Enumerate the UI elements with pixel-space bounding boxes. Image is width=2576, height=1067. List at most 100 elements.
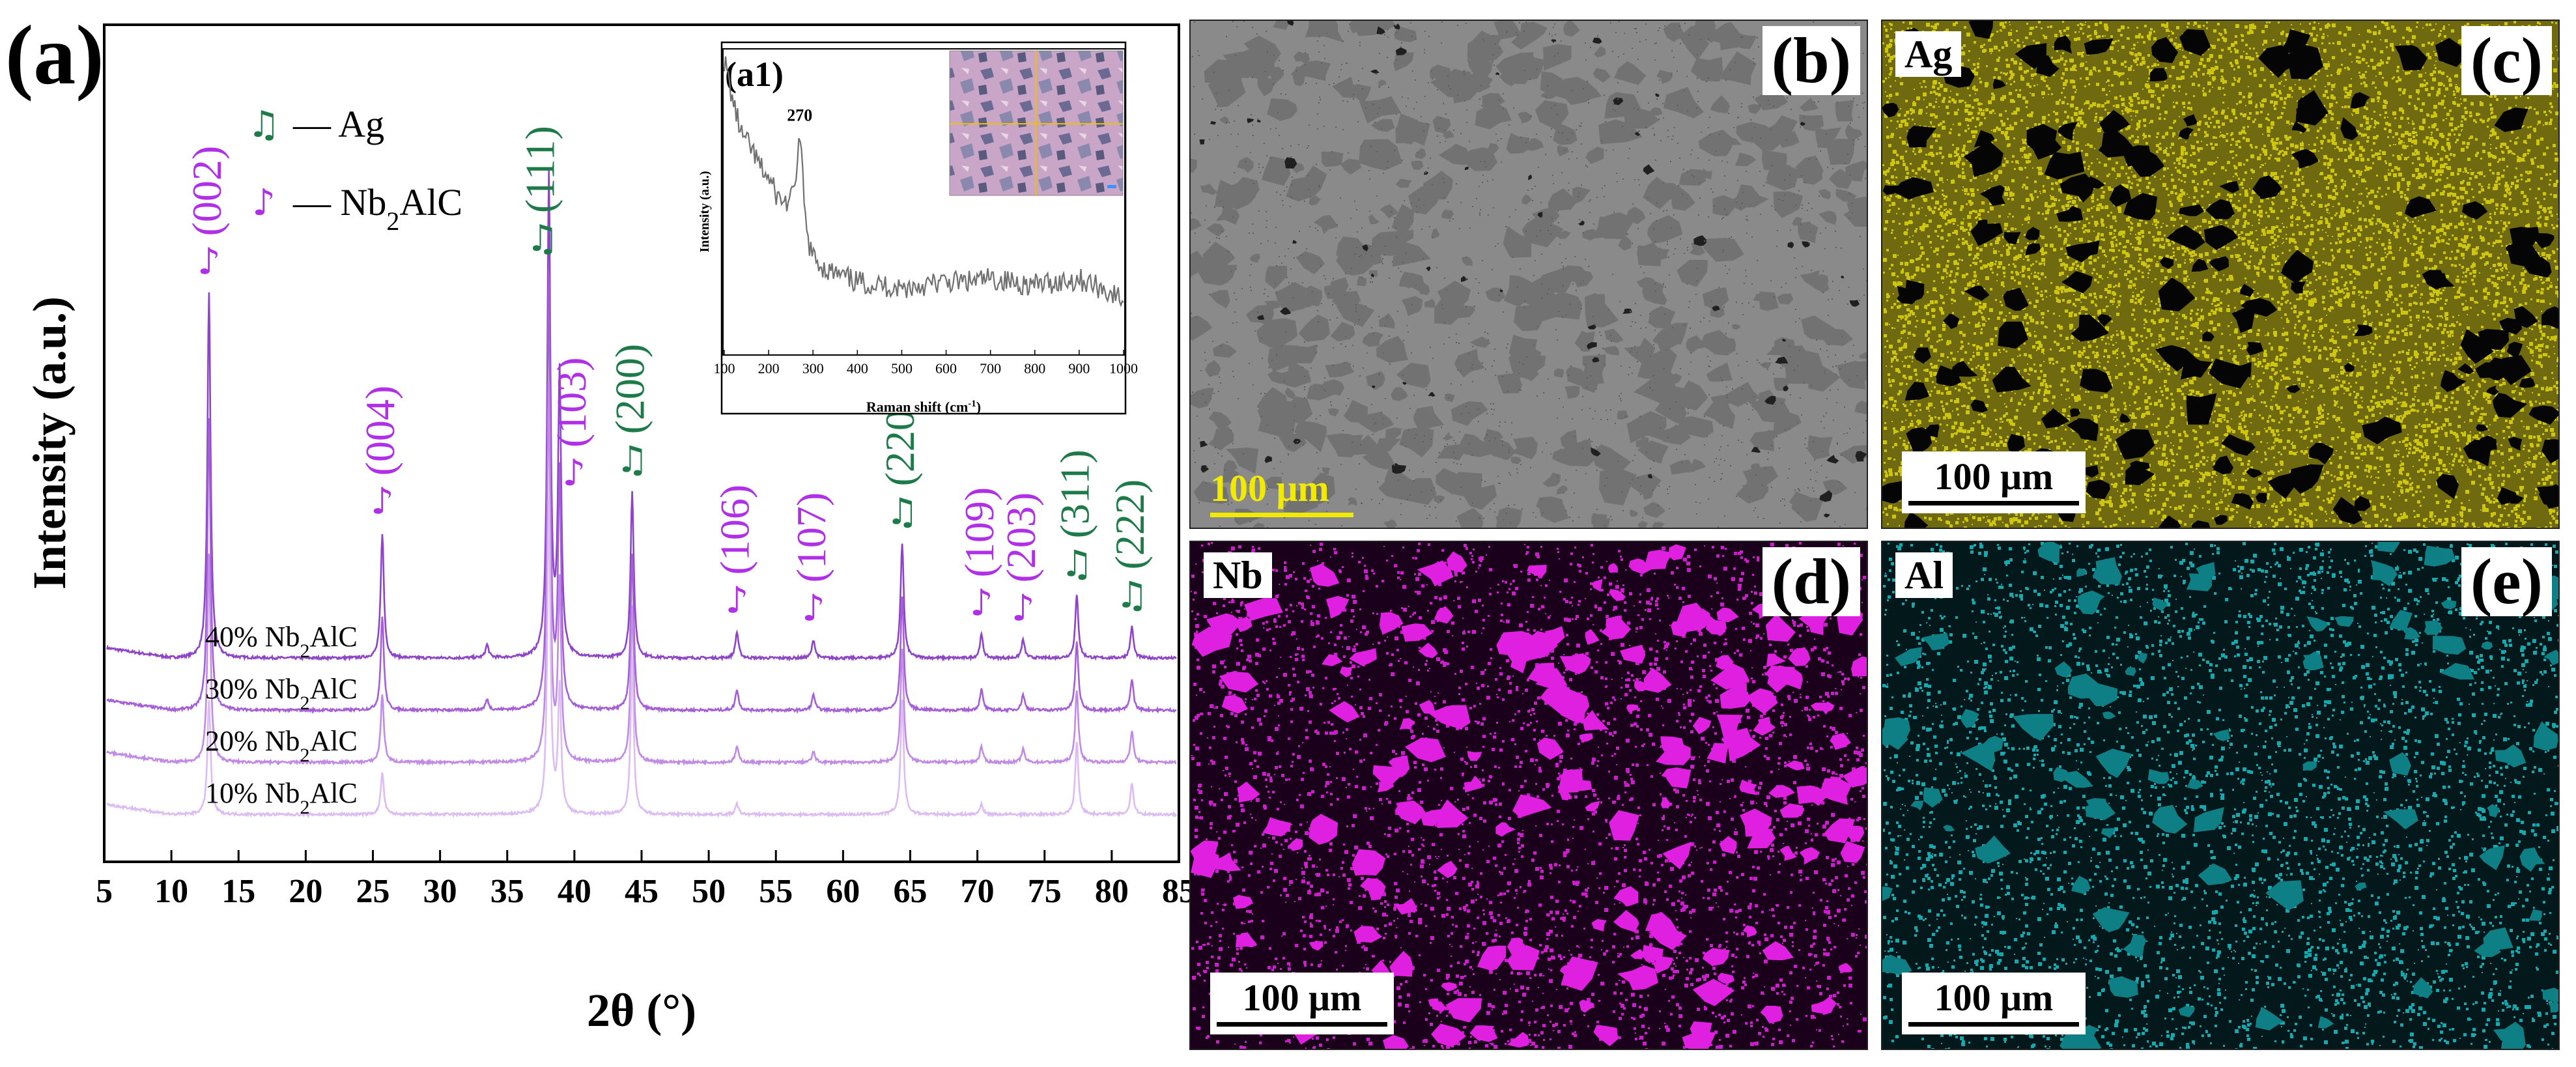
xrd-peak-hkl-label: (004) <box>357 386 403 476</box>
ag-peak-marker-icon: ♫ <box>526 218 559 260</box>
ag-peak-marker-icon: ♫ <box>1116 574 1148 616</box>
xrd-peak-hkl-label: (111) <box>517 126 563 213</box>
xrd-series-line <box>106 169 1177 662</box>
xrd-x-tick-label: 30 <box>423 873 457 910</box>
xrd-x-tick-label: 65 <box>894 873 927 910</box>
xrd-x-tick-label: 50 <box>692 873 726 910</box>
panel-d-label: (d) <box>1762 547 1860 616</box>
xrd-series-line <box>106 498 1178 819</box>
scale-bar-b: 100 μm <box>1210 468 1353 517</box>
eds-panel-d: Nb (d) 100 μm <box>1189 541 1868 1050</box>
raman-x-tick-label: 900 <box>1068 360 1090 377</box>
xrd-curves <box>106 169 1178 819</box>
raman-inset: (a1) 100 200 300 400 500 600 700 800 900 1000 270… <box>698 41 1138 415</box>
scale-bar-c-line <box>1908 501 2079 505</box>
xrd-peak-hkl-label: (106) <box>711 485 757 575</box>
nb2alc-peak-marker-icon: ♪ <box>726 579 749 621</box>
raman-x-tick-label: 100 <box>714 360 735 377</box>
legend-entry-text: — Nb2AlC <box>292 181 462 236</box>
optical-micrograph-thumbnail <box>949 50 1124 196</box>
xrd-x-axis: 5 10 15 20 25 30 35 40 45 50 55 60 65 70 75 80 85 <box>96 850 1196 910</box>
xrd-peak-hkl-label: (103) <box>548 357 595 448</box>
xrd-x-tick-label: 25 <box>356 873 390 910</box>
xrd-series-labels: 40% Nb2AlC 30% Nb2AlC 20% Nb2AlC 10% Nb2AlC <box>205 621 358 818</box>
nb2alc-peak-marker-icon: ♪ <box>562 452 586 494</box>
raman-x-axis: 100 200 300 400 500 600 700 800 900 1000 <box>714 350 1138 377</box>
xrd-series-label: 20% Nb2AlC <box>205 725 358 766</box>
xrd-peak-hkl-label: (203) <box>998 492 1044 583</box>
raman-x-tick-label: 200 <box>758 360 780 377</box>
xrd-x-tick-label: 75 <box>1028 873 1062 910</box>
ag-peak-marker-icon: ♫ <box>1060 543 1093 585</box>
scale-bar-e-text: 100 μm <box>1934 976 2054 1019</box>
xrd-legend: ♫ — Ag ♪ — Nb2AlC <box>248 103 462 236</box>
xrd-peak-hkl-label: (107) <box>788 492 834 583</box>
nb2alc-peak-marker-icon: ♪ <box>197 240 221 283</box>
xrd-series-label: 30% Nb2AlC <box>205 673 358 714</box>
panel-e-label: (e) <box>2461 547 2552 616</box>
xrd-x-tick-label: 55 <box>759 873 793 910</box>
panel-b-label: (b) <box>1762 26 1860 95</box>
raman-inset-title: (a1) <box>725 55 784 94</box>
legend-entry-text: — Ag <box>292 103 384 145</box>
nb2alc-peak-marker-icon: ♪ <box>1012 587 1035 629</box>
xrd-x-tick-label: 80 <box>1095 873 1129 910</box>
xrd-peak-labels: ♪(002)♪(004)♫(111)♪(103)♫(200)♪(106)♪(10… <box>184 126 1153 629</box>
scale-bar-e-line <box>1908 1022 2079 1027</box>
raman-spectrum-line <box>723 56 1124 307</box>
eds-panel-e: Al (e) 100 μm <box>1881 541 2560 1050</box>
eds-map-al <box>1882 542 2558 1049</box>
xrd-series-line <box>106 276 1177 715</box>
raman-x-tick-label: 400 <box>847 360 868 377</box>
eds-c-element-label: Ag <box>1895 31 1962 77</box>
eds-d-element-label: Nb <box>1204 552 1272 598</box>
panel-c-label: (c) <box>2461 26 2552 95</box>
nb2alc-peak-marker-icon: ♪ <box>371 480 394 522</box>
scale-bar-e: 100 μm <box>1902 973 2086 1034</box>
raman-x-tick-label: 300 <box>802 360 824 377</box>
raman-x-tick-label: 500 <box>891 360 913 377</box>
scale-bar-b-line <box>1210 513 1353 517</box>
nb2alc-peak-marker-icon: ♪ <box>970 582 993 624</box>
xrd-y-label: Intensity (a.u.) <box>23 296 76 590</box>
panel-a-label: (a) <box>5 8 104 102</box>
scale-bar-d: 100 μm <box>1210 973 1394 1034</box>
raman-x-tick-label: 1000 <box>1109 360 1138 377</box>
scale-bar-b-text: 100 μm <box>1210 467 1329 509</box>
eds-e-element-label: Al <box>1895 552 1953 598</box>
xrd-x-label: 2θ (°) <box>587 984 696 1036</box>
scale-bar-c: 100 μm <box>1902 451 2086 513</box>
xrd-peak-hkl-label: (002) <box>184 146 230 236</box>
scale-bar-c-text: 100 μm <box>1934 455 2054 498</box>
xrd-x-tick-label: 70 <box>961 873 995 910</box>
sem-image-b <box>1191 21 1867 528</box>
xrd-series-label: 40% Nb2AlC <box>205 621 358 662</box>
xrd-x-tick-label: 40 <box>558 873 591 910</box>
xrd-x-tick-label: 15 <box>221 873 255 910</box>
raman-peak-annotation: 270 <box>787 106 812 124</box>
xrd-x-tick-label: 60 <box>826 873 860 910</box>
xrd-x-tick-label: 20 <box>289 873 322 910</box>
ag-peak-marker-icon: ♫ <box>886 491 918 533</box>
xrd-x-tick-label: 45 <box>625 873 658 910</box>
xrd-x-tick-label: 10 <box>154 873 188 910</box>
raman-x-tick-label: 700 <box>980 360 1001 377</box>
xrd-peak-hkl-label: (311) <box>1051 449 1097 538</box>
xrd-peak-hkl-label: (109) <box>956 487 1002 578</box>
eds-panel-c: Ag (c) 100 μm <box>1881 20 2560 529</box>
xrd-x-tick-label: 5 <box>96 873 113 910</box>
legend-ag-icon: ♫ <box>248 104 280 146</box>
raman-plot-frame <box>722 48 1125 356</box>
raman-x-tick-label: 800 <box>1024 360 1045 377</box>
raman-y-label: Intensity (a.u.) <box>698 171 712 252</box>
scale-bar-d-line <box>1217 1022 1387 1027</box>
eds-map-nb <box>1191 542 1867 1049</box>
raman-x-tick-label: 600 <box>935 360 957 377</box>
xrd-series-line <box>106 382 1177 767</box>
xrd-series-label: 10% Nb2AlC <box>205 777 358 818</box>
xrd-peak-hkl-label: (222) <box>1107 479 1153 570</box>
nb2alc-peak-marker-icon: ♪ <box>802 587 825 629</box>
raman-x-label: Raman shift (cm-1) <box>866 399 981 415</box>
scale-bar-d-text: 100 μm <box>1242 976 1362 1019</box>
